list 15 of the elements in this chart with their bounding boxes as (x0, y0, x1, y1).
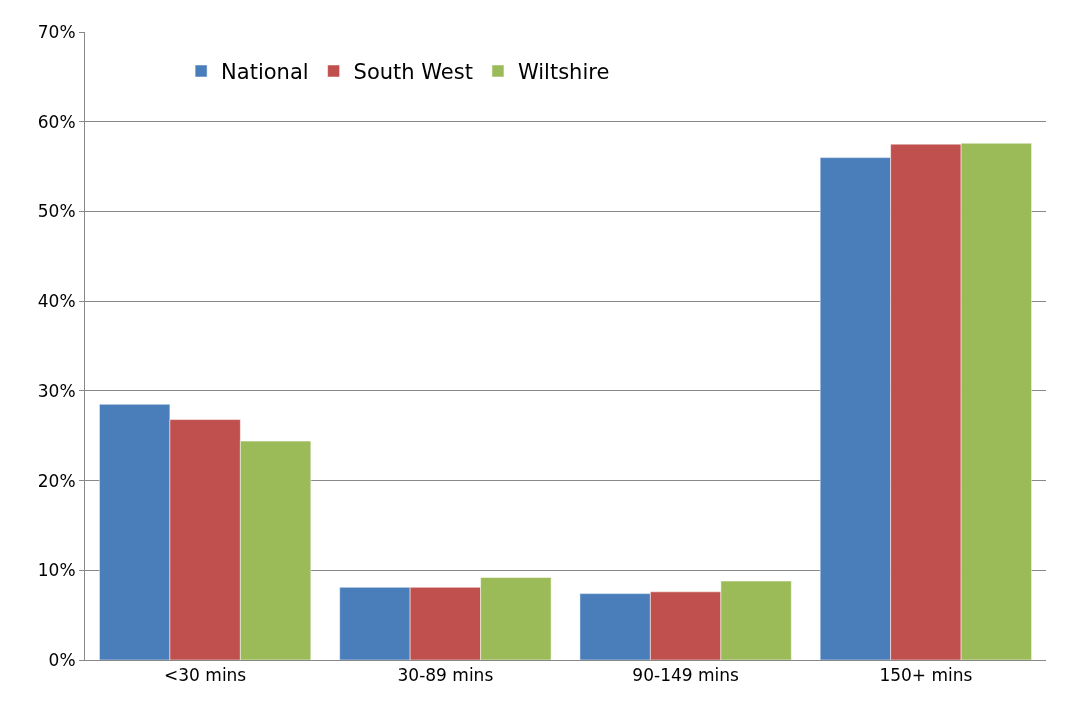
y-tick-label: 50% (37, 201, 76, 222)
y-tick-label: 20% (37, 470, 76, 491)
y-tick-label: 10% (37, 560, 76, 581)
y-tick-label: 70% (37, 21, 76, 42)
x-tick-label: 150+ mins (879, 665, 973, 686)
x-tick-label: 30-89 mins (397, 665, 494, 686)
legend-label: Wiltshire (517, 60, 610, 85)
y-tick-label: 30% (37, 380, 76, 401)
x-tick-label: 90-149 mins (632, 665, 740, 686)
legend-label: South West (353, 60, 473, 85)
y-tick-label: 40% (37, 291, 76, 312)
legend-label: National (221, 60, 309, 85)
x-tick-label: <30 mins (164, 665, 247, 686)
y-tick-label: 0% (48, 649, 76, 670)
y-tick-label: 60% (37, 111, 76, 132)
